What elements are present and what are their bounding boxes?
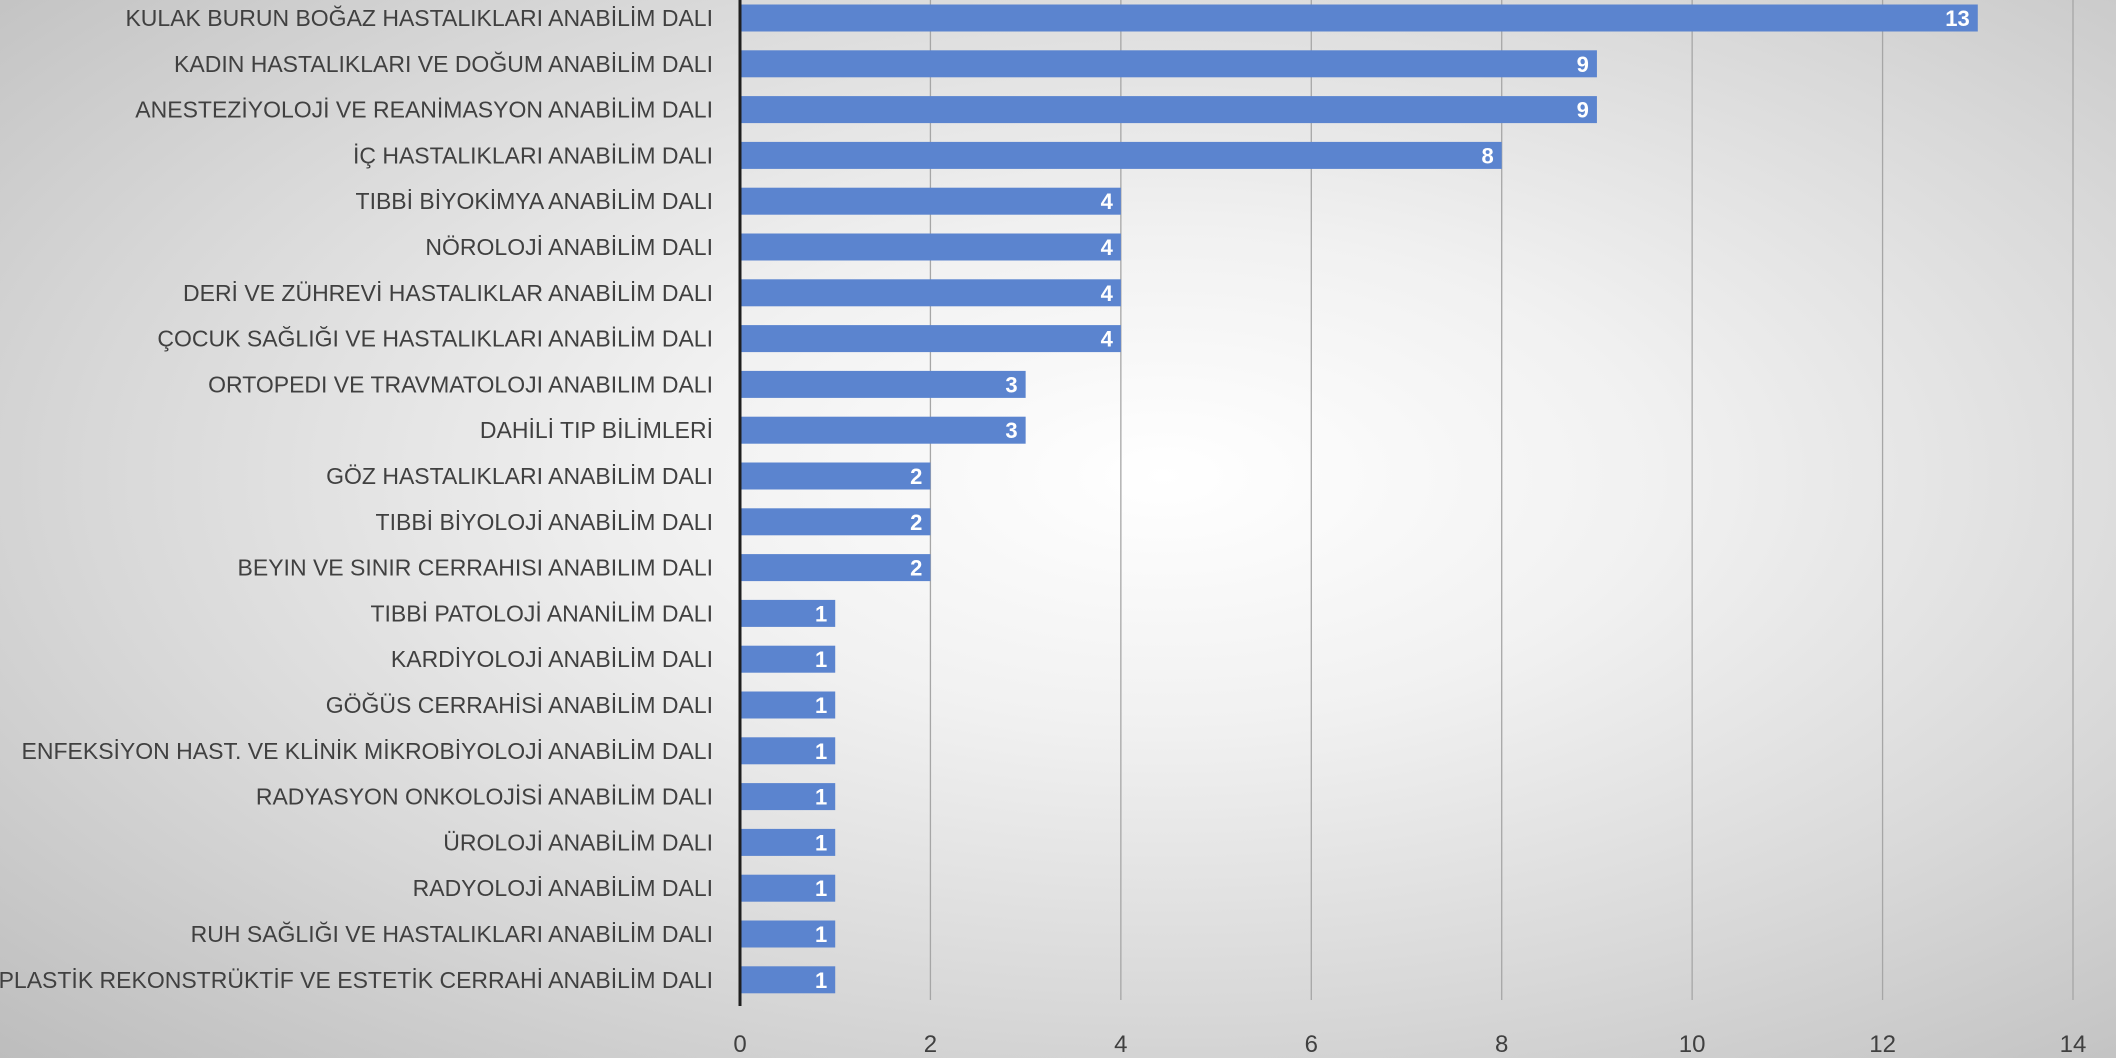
bar (740, 828, 836, 856)
bar (740, 645, 836, 673)
category-label: BEYIN VE SINIR CERRAHISI ANABILIM DALI (238, 555, 713, 581)
bars (740, 4, 1978, 994)
x-tick-label: 6 (1305, 1031, 1318, 1058)
category-label: ORTOPEDI VE TRAVMATOLOJI ANABILIM DALI (208, 371, 713, 397)
category-labels: KULAK BURUN BOĞAZ HASTALIKLARI ANABİLİM … (0, 5, 713, 993)
data-label: 1 (815, 830, 827, 855)
data-label: 2 (910, 556, 922, 581)
bar (740, 279, 1121, 307)
bar (740, 416, 1026, 444)
category-label: KULAK BURUN BOĞAZ HASTALIKLARI ANABİLİM … (125, 5, 713, 31)
x-tick-label: 2 (924, 1031, 937, 1058)
data-label: 1 (815, 968, 827, 993)
data-label: 9 (1577, 98, 1589, 123)
category-label: ENFEKSİYON HAST. VE KLİNİK MİKROBİYOLOJİ… (22, 738, 713, 764)
bar (740, 920, 836, 948)
bar (740, 783, 836, 811)
category-label: DAHİLİ TIP BİLİMLERİ (480, 417, 713, 443)
category-label: TIBBİ BİYOLOJİ ANABİLİM DALI (376, 509, 713, 535)
bar (740, 50, 1597, 78)
category-label: TIBBİ BİYOKİMYA ANABİLİM DALI (356, 188, 713, 214)
data-label: 1 (815, 693, 827, 718)
data-label: 1 (815, 601, 827, 626)
data-label: 13 (1945, 6, 1969, 31)
data-label: 1 (815, 876, 827, 901)
category-label: İÇ HASTALIKLARI ANABİLİM DALI (353, 142, 713, 168)
data-label: 4 (1101, 189, 1114, 214)
x-tick-label: 4 (1114, 1031, 1127, 1058)
bar (740, 4, 1978, 32)
data-label: 3 (1005, 372, 1017, 397)
data-label: 1 (815, 739, 827, 764)
data-label: 1 (815, 647, 827, 672)
category-label: DERİ VE ZÜHREVİ HASTALIKLAR ANABİLİM DAL… (183, 280, 713, 306)
data-label: 1 (815, 922, 827, 947)
category-label: ANESTEZİYOLOJİ VE REANİMASYON ANABİLİM D… (135, 97, 713, 123)
bar (740, 96, 1597, 124)
data-label: 2 (910, 510, 922, 535)
bar (740, 462, 931, 490)
bar (740, 325, 1121, 353)
bar (740, 966, 836, 994)
x-tick-label: 10 (1679, 1031, 1706, 1058)
category-label: PLASTİK REKONSTRÜKTİF VE ESTETİK CERRAHİ… (0, 967, 713, 993)
category-label: NÖROLOJİ ANABİLİM DALI (425, 234, 713, 260)
x-tick-label: 12 (1869, 1031, 1896, 1058)
category-label: RADYOLOJİ ANABİLİM DALI (413, 875, 713, 901)
bar (740, 370, 1026, 398)
x-tick-label: 0 (733, 1031, 746, 1058)
bar (740, 233, 1121, 261)
x-tick-labels: 0 2 4 6 8 10 12 14 (733, 1031, 2086, 1058)
data-label: 2 (910, 464, 922, 489)
data-labels: 13 9 9 8 4 4 4 4 3 3 2 2 2 1 1 1 1 1 1 1 1 1 (815, 6, 1970, 993)
data-label: 4 (1101, 281, 1114, 306)
data-label: 8 (1481, 143, 1493, 168)
category-label: GÖĞÜS CERRAHİSİ ANABİLİM DALI (326, 692, 713, 718)
bar (740, 874, 836, 902)
x-tick-label: 14 (2060, 1031, 2087, 1058)
data-label: 1 (815, 785, 827, 810)
data-label: 4 (1101, 235, 1114, 260)
bar (740, 508, 931, 536)
bar (740, 737, 836, 765)
data-label: 3 (1005, 418, 1017, 443)
category-label: RUH SAĞLIĞI VE HASTALIKLARI ANABİLİM DAL… (191, 921, 713, 947)
data-label: 9 (1577, 52, 1589, 77)
category-label: KARDİYOLOJİ ANABİLİM DALI (391, 646, 713, 672)
data-label: 4 (1101, 327, 1114, 352)
bar (740, 187, 1121, 215)
category-label: GÖZ HASTALIKLARI ANABİLİM DALI (326, 463, 713, 489)
category-label: ÜROLOJİ ANABİLİM DALI (443, 829, 713, 855)
category-label: ÇOCUK SAĞLIĞI VE HASTALIKLARI ANABİLİM D… (157, 326, 713, 352)
bar (740, 554, 931, 582)
category-label: TIBBİ PATOLOJİ ANANİLİM DALI (370, 600, 713, 626)
category-label: RADYASYON ONKOLOJİSİ ANABİLİM DALI (256, 784, 713, 810)
bar (740, 599, 836, 627)
x-tick-label: 8 (1495, 1031, 1508, 1058)
bar (740, 141, 1502, 169)
bar (740, 691, 836, 719)
category-label: KADIN HASTALIKLARI VE DOĞUM ANABİLİM DAL… (174, 51, 713, 77)
